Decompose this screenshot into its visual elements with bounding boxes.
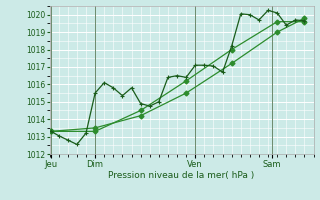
- X-axis label: Pression niveau de la mer( hPa ): Pression niveau de la mer( hPa ): [108, 171, 255, 180]
